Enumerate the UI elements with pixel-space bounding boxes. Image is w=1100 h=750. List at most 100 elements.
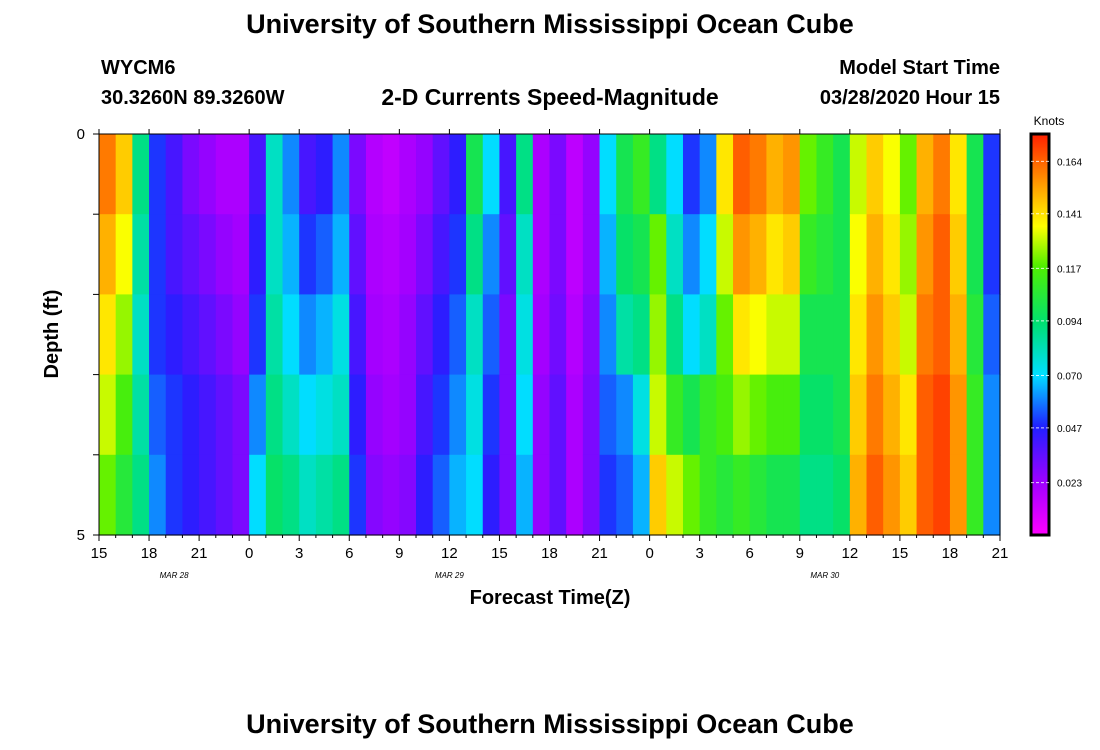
heatmap-cell — [516, 294, 534, 376]
heatmap-cell — [132, 374, 150, 456]
heatmap-cell — [933, 294, 951, 376]
heatmap-cell — [616, 214, 634, 295]
heatmap-cell — [682, 294, 701, 376]
heatmap-cell — [532, 214, 551, 295]
heatmap-cell — [232, 214, 250, 295]
heatmap-cell — [933, 374, 951, 456]
colorbar-tick-label: 0.023 — [1057, 479, 1082, 490]
heatmap-cell — [983, 214, 1001, 295]
heatmap-cell — [883, 294, 901, 376]
heatmap-cell — [165, 134, 184, 215]
heatmap-cell — [699, 214, 717, 295]
heatmap-cell — [165, 374, 184, 456]
heatmap-cell — [716, 294, 734, 376]
heatmap-cell — [99, 134, 117, 215]
heatmap-cell — [933, 134, 951, 215]
heatmap-cell — [265, 134, 284, 215]
heatmap-cell — [449, 294, 467, 376]
heatmap-cell — [649, 134, 667, 215]
x-tick-label: 12 — [841, 545, 858, 562]
heatmap-cell — [966, 214, 984, 295]
heatmap-cell — [566, 294, 584, 376]
heatmap-cell — [199, 294, 217, 376]
heatmap-cell — [566, 374, 584, 456]
heatmap-cell — [265, 454, 284, 536]
heatmap-cell — [132, 134, 150, 215]
heatmap-cell — [766, 454, 784, 536]
heatmap-cell — [632, 134, 651, 215]
heatmap-cell — [399, 134, 417, 215]
heatmap-cell — [466, 294, 484, 376]
heatmap-cell — [349, 214, 367, 295]
heatmap-cell — [466, 214, 484, 295]
heatmap-cell — [115, 214, 133, 295]
heatmap-cell — [215, 294, 234, 376]
heatmap-cell — [232, 374, 250, 456]
heatmap-cell — [616, 374, 634, 456]
heatmap-cell — [716, 454, 734, 536]
heatmap-cell — [382, 214, 400, 295]
station-id: WYCM6 — [101, 57, 176, 79]
heatmap-cell — [349, 134, 367, 215]
heatmap-cell — [866, 134, 884, 215]
heatmap-cell — [566, 214, 584, 295]
colorbar-tick-label: 0.047 — [1057, 424, 1082, 435]
heatmap-cell — [549, 454, 567, 536]
heatmap-cell — [599, 454, 617, 536]
heatmap-cell — [199, 454, 217, 536]
heatmap-cell — [332, 374, 350, 456]
heatmap-cell — [99, 374, 117, 456]
heatmap-cell — [249, 214, 267, 295]
x-tick-label: 15 — [91, 545, 108, 562]
heatmap-cell — [165, 294, 184, 376]
heatmap-cell — [332, 294, 350, 376]
heatmap-cell — [516, 134, 534, 215]
x-tick-label: 3 — [295, 545, 303, 562]
heatmap-cell — [449, 134, 467, 215]
heatmap-cell — [799, 134, 818, 215]
x-tick-label: 6 — [746, 545, 754, 562]
heatmap-cell — [532, 454, 551, 536]
heatmap-cell — [983, 374, 1001, 456]
heatmap-cell — [866, 214, 884, 295]
heatmap-cell — [265, 214, 284, 295]
heatmap-cell — [249, 134, 267, 215]
heatmap-cell — [99, 294, 117, 376]
heatmap-cell — [783, 294, 801, 376]
heatmap-cell — [332, 134, 350, 215]
heatmap-cell — [833, 214, 851, 295]
heatmap-cell — [149, 454, 167, 536]
heatmap-cell — [482, 214, 501, 295]
heatmap-cell — [733, 294, 751, 376]
heatmap-cell — [482, 294, 501, 376]
heatmap-cell — [816, 134, 834, 215]
heatmap-cell — [315, 134, 334, 215]
heatmap-cell — [416, 214, 434, 295]
heatmap-cell — [566, 454, 584, 536]
heatmap-cell — [582, 214, 601, 295]
heatmap-cell — [299, 374, 317, 456]
heatmap-cell — [432, 454, 450, 536]
heatmap-cell — [733, 214, 751, 295]
heatmap-cell — [282, 374, 300, 456]
heatmap-cell — [249, 454, 267, 536]
heatmap-cell — [482, 454, 501, 536]
heatmap-cell — [399, 374, 417, 456]
heatmap-cell — [532, 134, 551, 215]
heatmap-cell — [115, 374, 133, 456]
chart-title: University of Southern Mississippi Ocean… — [246, 9, 854, 39]
heatmap-cell — [182, 214, 200, 295]
heatmap-cell — [883, 454, 901, 536]
x-tick-label: 21 — [992, 545, 1009, 562]
heatmap-cell — [783, 454, 801, 536]
heatmap-cell — [866, 454, 884, 536]
heatmap-cell — [949, 214, 968, 295]
heatmap-cell — [149, 214, 167, 295]
heatmap-cell — [716, 374, 734, 456]
heatmap-cell — [315, 374, 334, 456]
heatmap-cell — [799, 294, 818, 376]
heatmap-cell — [716, 214, 734, 295]
heatmap-cell — [482, 374, 501, 456]
